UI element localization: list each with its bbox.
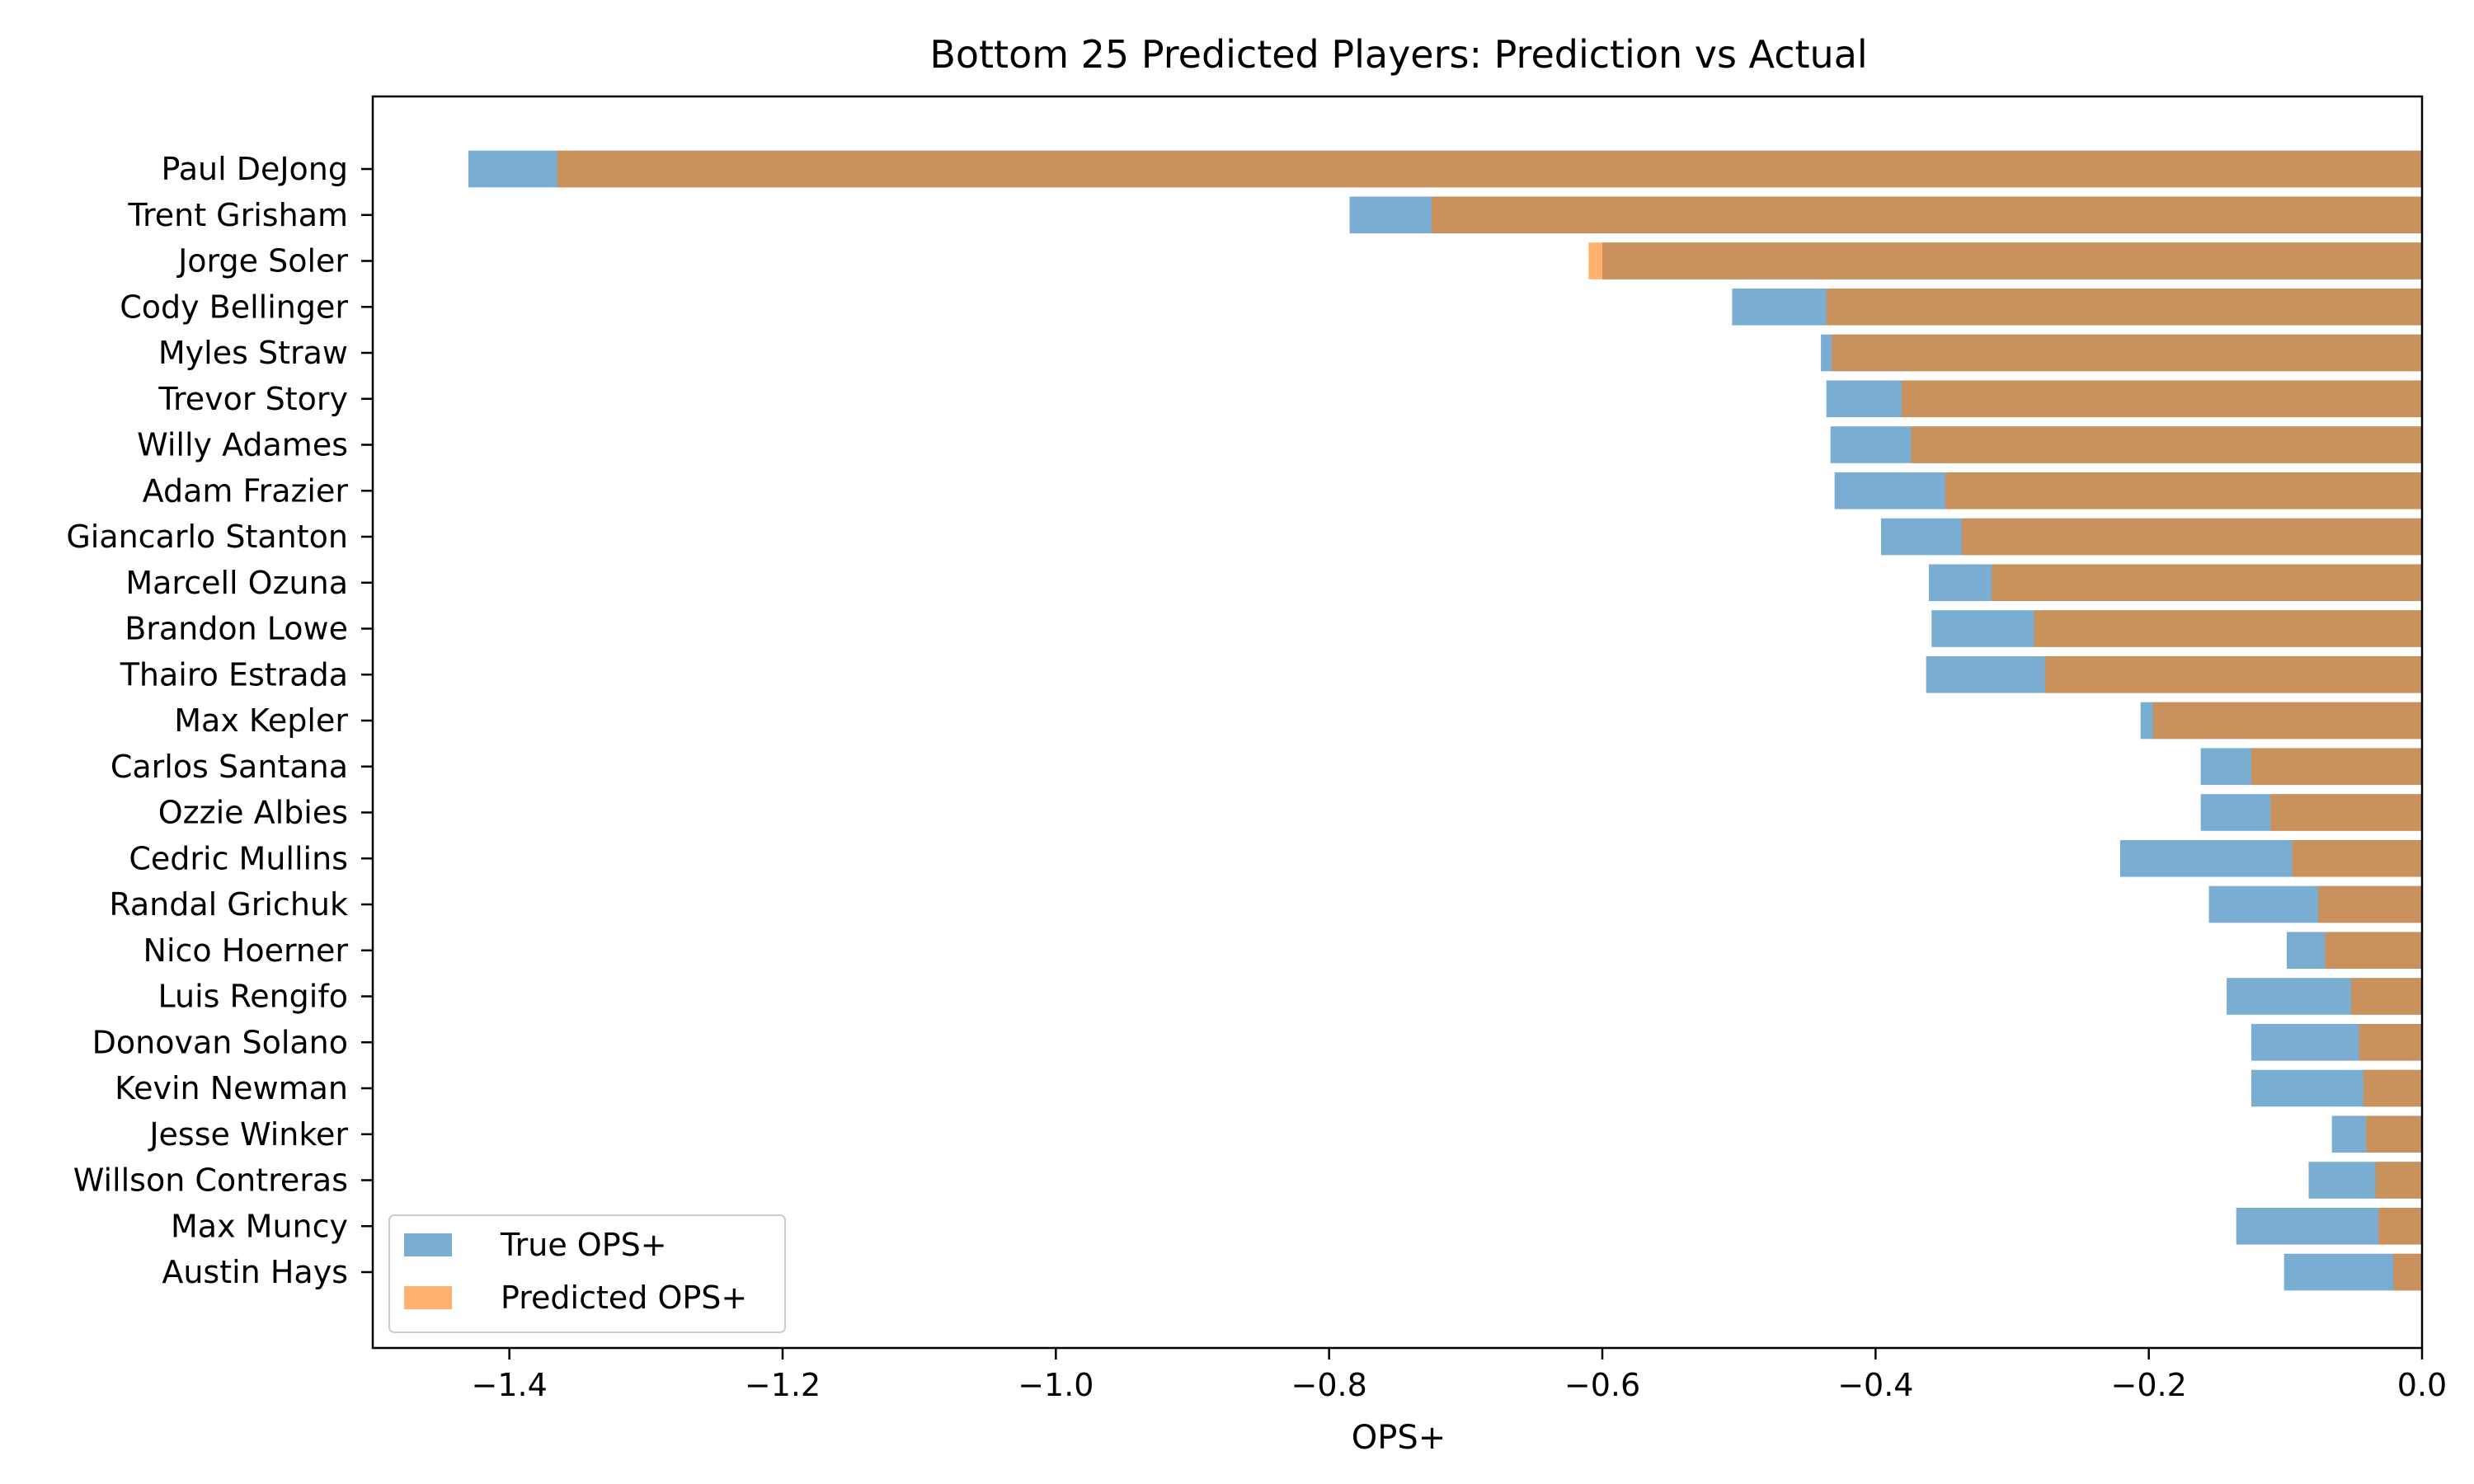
y-tick-label: Austin Hays <box>162 1254 348 1290</box>
predicted-ops-bar-4 <box>1827 289 2422 326</box>
y-tick-label: Jesse Winker <box>148 1116 348 1153</box>
y-tick-label: Myles Straw <box>158 335 348 371</box>
x-tick-label: −0.4 <box>1837 1367 1913 1403</box>
y-tick-label: Kevin Newman <box>115 1070 348 1106</box>
y-tick-label: Ozzie Albies <box>158 795 348 831</box>
x-tick-label: 0.0 <box>2397 1367 2447 1403</box>
predicted-ops-bar-21 <box>2363 1070 2422 1107</box>
y-tick-label: Max Muncy <box>171 1208 348 1244</box>
predicted-ops-bar-17 <box>2318 886 2422 923</box>
predicted-ops-bar-20 <box>2359 1024 2422 1061</box>
y-tick-label: Trevor Story <box>158 381 348 417</box>
y-tick-label: Jorge Soler <box>176 243 348 279</box>
legend: True OPS+ Predicted OPS+ <box>389 1215 785 1332</box>
predicted-ops-bar-19 <box>2351 978 2422 1015</box>
legend-swatch-predicted <box>404 1286 452 1309</box>
predicted-ops-bar-14 <box>2251 748 2422 785</box>
chart-title: Bottom 25 Predicted Players: Prediction … <box>929 32 1867 77</box>
y-tick-label: Giancarlo Stanton <box>66 519 348 555</box>
y-tick-label: Donovan Solano <box>92 1024 348 1060</box>
predicted-ops-bar-1 <box>557 151 2422 188</box>
y-tick-label: Cedric Mullins <box>129 840 348 876</box>
y-tick-label: Luis Rengifo <box>158 979 349 1015</box>
predicted-ops-bar-10 <box>1992 564 2422 601</box>
plot-frame <box>373 96 2422 1348</box>
y-tick-label: Cody Bellinger <box>120 289 348 325</box>
predicted-ops-bar-24 <box>2378 1208 2422 1245</box>
legend-swatch-true <box>404 1233 452 1256</box>
y-tick-label: Nico Hoerner <box>143 932 349 969</box>
bars-layer <box>468 151 2422 1291</box>
legend-label-predicted: Predicted OPS+ <box>501 1280 747 1316</box>
x-tick-label: −0.8 <box>1291 1367 1367 1403</box>
y-tick-label: Adam Frazier <box>143 472 349 509</box>
predicted-ops-bar-6 <box>1902 380 2422 417</box>
x-tick-label: −1.4 <box>472 1367 548 1403</box>
predicted-ops-bar-15 <box>2270 794 2422 831</box>
y-tick-label: Willson Contreras <box>73 1162 348 1199</box>
y-tick-label: Trent Grisham <box>127 197 348 233</box>
predicted-ops-bar-23 <box>2376 1162 2422 1199</box>
predicted-ops-bar-2 <box>1432 196 2422 233</box>
y-tick-label: Thairo Estrada <box>120 656 348 693</box>
predicted-ops-bar-25 <box>2393 1254 2422 1291</box>
y-tick-label: Paul DeJong <box>161 151 348 187</box>
predicted-ops-bar-8 <box>1945 472 2422 510</box>
x-tick-label: −0.6 <box>1564 1367 1640 1403</box>
y-tick-label: Marcell Ozuna <box>125 565 348 601</box>
y-axis-ticks: Paul DeJong Trent Grisham Jorge Soler Cody … <box>66 151 373 1290</box>
predicted-ops-bar-3 <box>1588 242 2422 279</box>
x-axis-ticks: −1.4 −1.2 −1.0 −0.8 −0.6 −0.4 −0.2 0.0 <box>472 1348 2448 1403</box>
y-tick-label: Randal Grichuk <box>109 886 348 923</box>
y-tick-label: Brandon Lowe <box>125 611 348 647</box>
predicted-ops-bar-7 <box>1911 426 2422 463</box>
predicted-ops-bar-18 <box>2325 932 2422 969</box>
x-tick-label: −0.2 <box>2111 1367 2187 1403</box>
predicted-ops-bar-22 <box>2366 1115 2422 1153</box>
predicted-ops-bar-12 <box>2045 656 2422 693</box>
predicted-ops-bar-16 <box>2293 840 2422 877</box>
predicted-ops-bar-9 <box>1962 519 2422 556</box>
y-tick-label: Willy Adames <box>137 427 348 463</box>
y-tick-label: Carlos Santana <box>111 749 348 785</box>
x-tick-label: −1.0 <box>1018 1367 1094 1403</box>
y-tick-label: Max Kepler <box>174 702 348 739</box>
x-tick-label: −1.2 <box>745 1367 821 1403</box>
x-axis-label: OPS+ <box>1352 1419 1446 1457</box>
predicted-ops-bar-13 <box>2153 702 2422 740</box>
legend-label-true: True OPS+ <box>500 1227 667 1263</box>
predicted-ops-bar-11 <box>2034 610 2422 647</box>
predicted-ops-bar-5 <box>1832 335 2422 372</box>
